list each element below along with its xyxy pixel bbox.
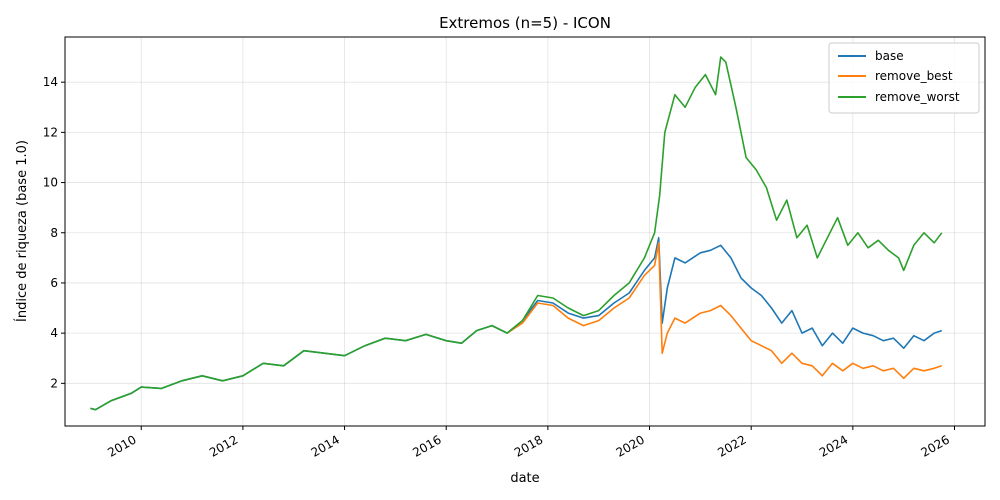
legend-box [828, 42, 980, 114]
y-tick-label: 4 [50, 326, 58, 340]
legend-label-remove-worst: remove_worst [875, 90, 960, 104]
legend: base remove_best remove_worst [828, 42, 980, 114]
y-tick-label: 12 [43, 125, 58, 139]
x-tick-label: 2016 [410, 432, 443, 459]
x-tick-label: 2012 [207, 432, 240, 459]
x-tick-label: 2022 [715, 432, 748, 459]
series-line-remove-best [506, 242, 943, 380]
series-line-base [90, 237, 943, 411]
x-tick-label: 2018 [512, 432, 545, 459]
axis-ticks: 2010 2012 2014 2016 2018 2020 2022 2024 2026 2 4 6 8… [43, 75, 956, 460]
grid [65, 37, 985, 426]
y-tick-label: 2 [50, 376, 58, 390]
series-lines [90, 56, 943, 411]
series-line-remove-worst [90, 56, 943, 411]
x-tick-label: 2024 [817, 432, 850, 459]
x-tick-label: 2020 [614, 432, 647, 459]
x-tick-label: 2014 [309, 432, 342, 459]
x-tick-label: 2026 [919, 432, 952, 459]
x-axis-label: date [510, 471, 539, 486]
x-tick-label: 2010 [105, 432, 138, 459]
y-tick-label: 10 [43, 176, 58, 190]
y-tick-label: 6 [50, 276, 58, 290]
plot-frame [64, 36, 986, 427]
y-tick-label: 14 [43, 75, 58, 89]
legend-label-base: base [875, 49, 904, 63]
legend-label-remove-best: remove_best [875, 69, 953, 83]
chart-title: Extremos (n=5) - ICON [439, 14, 611, 32]
y-tick-label: 8 [50, 226, 58, 240]
y-axis-label: Índice de riqueza (base 1.0) [14, 140, 30, 322]
